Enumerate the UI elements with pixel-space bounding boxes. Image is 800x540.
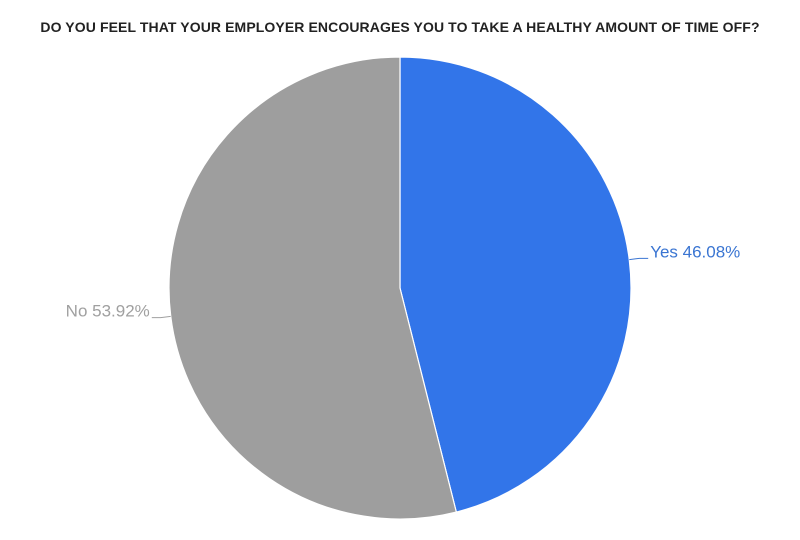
slices-layer: [168, 56, 632, 520]
pie-slice-no: [168, 56, 457, 520]
leader-line-yes: [629, 257, 649, 261]
data-label-yes: Yes 46.08%: [650, 242, 740, 261]
data-label-no: No 53.92%: [66, 302, 150, 321]
pie-slice-yes: [399, 56, 632, 513]
leader-line-no: [151, 315, 171, 319]
labels-layer: Yes 46.08% No 53.92%: [66, 242, 741, 320]
chart-title: DO YOU FEEL THAT YOUR EMPLOYER ENCOURAGE…: [40, 19, 760, 35]
